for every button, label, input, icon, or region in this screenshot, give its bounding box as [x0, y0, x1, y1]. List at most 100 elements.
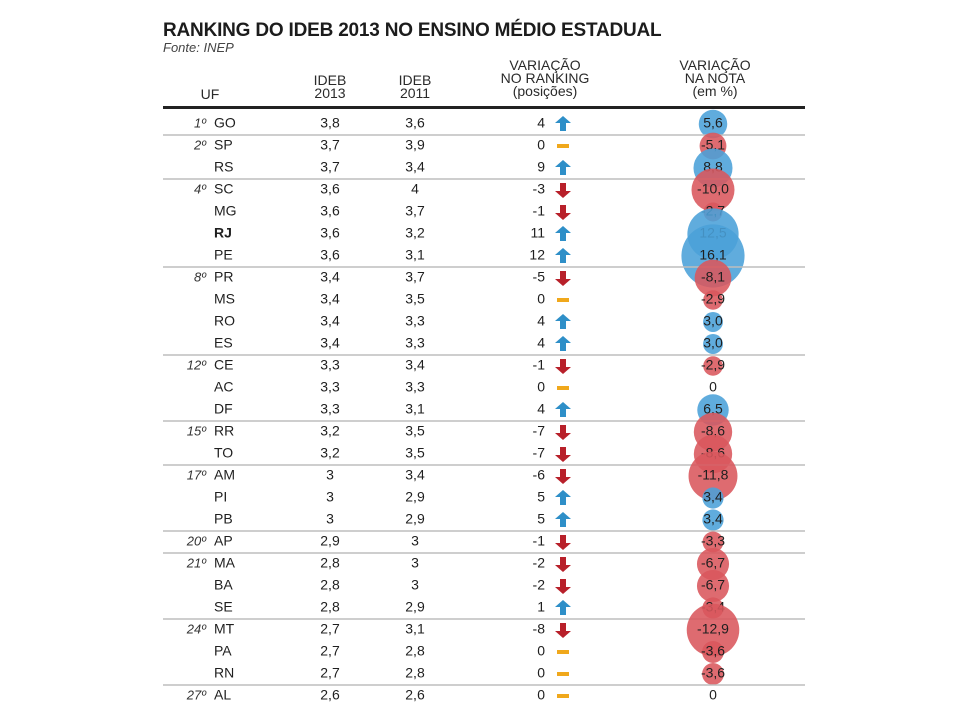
ideb-2013-value: 2,7 [320, 621, 340, 637]
ranking-variation-value: 9 [537, 159, 545, 175]
ideb-2011-value: 3,4 [405, 357, 425, 373]
ranking-variation-value: -3 [533, 181, 546, 197]
ideb-2013-value: 3 [326, 511, 334, 527]
ranking-variation-value: -1 [533, 357, 546, 373]
ideb-2013-value: 3 [326, 467, 334, 483]
variation-bubble [702, 663, 724, 685]
ideb-2011-value: 3,5 [405, 445, 425, 461]
ideb-2013-value: 3,2 [320, 423, 340, 439]
ideb-2011-value: 2,9 [405, 599, 425, 615]
ranking-variation-value: -2 [533, 555, 546, 571]
ideb-2011-value: 3,7 [405, 269, 425, 285]
arrow-up-icon [555, 248, 571, 263]
rank-label: 15º [187, 423, 207, 438]
grade-variation-value: 3,0 [703, 335, 723, 351]
rank-label: 17º [187, 467, 207, 482]
no-change-dash-icon [557, 386, 569, 390]
variation-bubble [694, 259, 732, 297]
arrow-up-icon [555, 314, 571, 329]
ranking-variation-value: -6 [533, 467, 546, 483]
variation-bubble [703, 312, 723, 332]
ideb-2013-value: 2,7 [320, 643, 340, 659]
variation-bubble [691, 168, 735, 212]
grade-variation-value: -3,6 [701, 643, 725, 659]
arrow-down-icon [555, 271, 571, 286]
uf-label: PR [214, 269, 233, 285]
ideb-2011-value: 3,2 [405, 225, 425, 241]
arrow-down-icon [555, 359, 571, 374]
uf-label: CE [214, 357, 233, 373]
grade-variation-value: -10,0 [697, 181, 729, 197]
uf-label: SC [214, 181, 233, 197]
ranking-variation-value: -1 [533, 203, 546, 219]
uf-label: PB [214, 511, 233, 527]
ideb-2011-value: 2,8 [405, 665, 425, 681]
variation-bubble [703, 290, 723, 310]
grade-variation-value: -3,6 [701, 665, 725, 681]
ideb-2011-value: 3,5 [405, 423, 425, 439]
variation-bubble [702, 641, 724, 663]
ideb-2011-value: 2,9 [405, 489, 425, 505]
grade-variation-value: -8,6 [701, 423, 725, 439]
uf-label: SE [214, 599, 233, 615]
ideb-2013-value: 3,4 [320, 269, 340, 285]
grade-variation-value: 3,0 [703, 313, 723, 329]
uf-label: PA [214, 643, 232, 659]
ranking-variation-value: 4 [537, 313, 545, 329]
rank-label: 4º [194, 181, 207, 196]
ranking-variation-value: 12 [529, 247, 545, 263]
arrow-up-icon [555, 490, 571, 505]
source-note: Fonte: INEP [163, 40, 234, 55]
grade-variation-value: 6,5 [703, 401, 723, 417]
uf-label: MS [214, 291, 235, 307]
ideb-2011-value: 3,3 [405, 379, 425, 395]
ranking-variation-value: -7 [533, 423, 546, 439]
header-uf: UF [200, 86, 220, 102]
uf-label: BA [214, 577, 233, 593]
ideb-2013-value: 3,3 [320, 401, 340, 417]
ranking-variation-value: 4 [537, 115, 545, 131]
ideb-2013-value: 3,4 [320, 291, 340, 307]
ideb-2011-value: 3,3 [405, 335, 425, 351]
ideb-2013-value: 3,7 [320, 137, 340, 153]
ideb-2011-value: 3 [411, 533, 419, 549]
uf-label: RS [214, 159, 233, 175]
arrow-down-icon [555, 469, 571, 484]
ideb-2013-value: 3,3 [320, 357, 340, 373]
ideb-2011-value: 3 [411, 555, 419, 571]
arrow-down-icon [555, 557, 571, 572]
grade-variation-value: -6,7 [701, 577, 725, 593]
rank-label: 20º [186, 533, 207, 548]
ideb-2011-value: 3,5 [405, 291, 425, 307]
arrow-up-icon [555, 226, 571, 241]
grade-variation-value: -5,1 [701, 137, 725, 153]
uf-label: AC [214, 379, 233, 395]
arrow-down-icon [555, 425, 571, 440]
uf-label: GO [214, 115, 236, 131]
ranking-variation-value: 11 [530, 225, 545, 241]
variation-bubble [696, 547, 730, 581]
header-ideb-2011: IDEB 2011 [398, 72, 432, 101]
uf-label: AL [214, 687, 231, 703]
ranking-variation-value: 0 [537, 643, 545, 659]
arrow-up-icon [555, 116, 571, 131]
ideb-2013-value: 3,6 [320, 203, 340, 219]
uf-label: RN [214, 665, 234, 681]
no-change-dash-icon [557, 694, 569, 698]
grade-variation-value: -2,9 [701, 357, 725, 373]
ideb-2013-value: 2,7 [320, 665, 340, 681]
uf-label: MT [214, 621, 235, 637]
ranking-variation-value: -1 [533, 533, 546, 549]
header-variacao-nota: VARIAÇÃO NA NOTA (em %) [679, 57, 751, 99]
header-ideb-2013: IDEB 2013 [313, 72, 347, 101]
rank-label: 2º [193, 137, 207, 152]
uf-label: MA [214, 555, 236, 571]
grade-variation-value: 0 [709, 379, 717, 395]
arrow-down-icon [555, 205, 571, 220]
ideb-2011-value: 3,1 [405, 401, 425, 417]
ideb-2013-value: 3,3 [320, 379, 340, 395]
ranking-variation-value: -5 [533, 269, 546, 285]
arrow-up-icon [555, 336, 571, 351]
